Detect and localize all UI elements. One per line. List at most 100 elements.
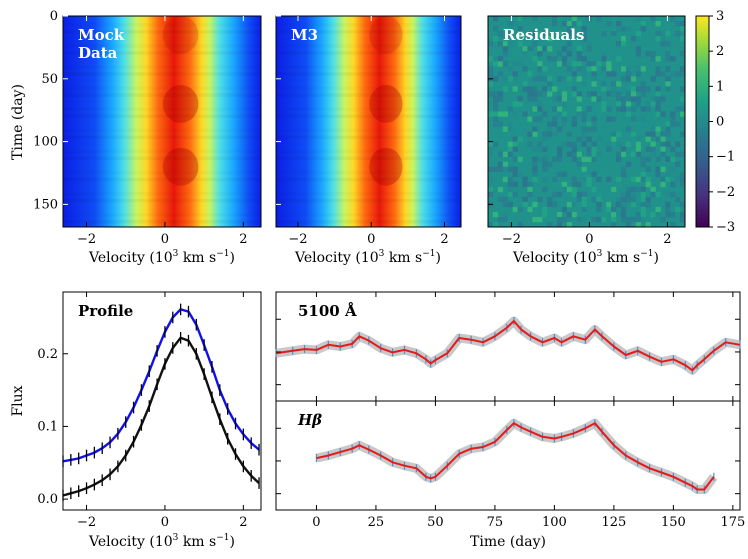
residual-cell bbox=[522, 111, 528, 117]
residual-cell bbox=[517, 136, 523, 142]
residual-cell bbox=[532, 106, 538, 112]
residual-cell bbox=[655, 136, 661, 142]
residual-cell bbox=[552, 146, 558, 152]
residual-cell bbox=[670, 156, 676, 162]
residual-cell bbox=[561, 206, 568, 213]
residual-cell bbox=[665, 126, 671, 132]
residual-cell bbox=[620, 36, 627, 42]
heatmap-band-8 bbox=[276, 72, 461, 76]
heatmap-core-0 bbox=[162, 15, 199, 54]
residual-cell bbox=[517, 41, 523, 47]
residual-cell bbox=[606, 21, 612, 27]
residual-cell bbox=[630, 151, 637, 157]
residual-cell bbox=[620, 201, 627, 208]
residual-cell bbox=[630, 131, 637, 137]
residual-cell bbox=[640, 161, 646, 168]
residual-cell bbox=[665, 171, 671, 178]
residual-cell bbox=[625, 221, 632, 228]
xtick-label-time-7: 175 bbox=[720, 515, 745, 530]
heatmap-band-19 bbox=[63, 150, 261, 154]
residual-cell bbox=[566, 221, 573, 228]
residual-cell bbox=[566, 81, 573, 87]
residual-cell bbox=[512, 51, 518, 57]
residual-cell bbox=[670, 71, 676, 77]
residual-cell bbox=[596, 151, 602, 157]
residual-cell bbox=[591, 171, 597, 178]
residual-cell bbox=[561, 101, 568, 107]
residual-cell bbox=[488, 91, 494, 97]
residual-cell bbox=[581, 176, 587, 183]
residual-cell bbox=[665, 66, 671, 72]
residual-cell bbox=[552, 21, 558, 27]
residual-cell bbox=[537, 196, 543, 203]
heatmap-band-2 bbox=[276, 30, 461, 34]
residual-cell bbox=[665, 26, 671, 32]
residual-cell bbox=[571, 201, 577, 208]
residual-cell bbox=[502, 196, 508, 203]
residual-cell bbox=[586, 156, 592, 162]
residual-cell bbox=[512, 166, 518, 173]
residual-cell bbox=[640, 26, 646, 32]
residual-cell bbox=[492, 26, 499, 32]
residual-cell bbox=[650, 16, 656, 22]
residual-cell bbox=[650, 56, 656, 62]
residual-cell bbox=[616, 196, 622, 203]
residual-cell bbox=[507, 151, 513, 157]
residual-cell bbox=[581, 116, 587, 122]
residual-cell bbox=[542, 156, 548, 162]
residual-cell bbox=[640, 216, 646, 223]
residual-cell bbox=[586, 136, 592, 142]
residual-cell bbox=[591, 211, 597, 218]
residual-cell bbox=[670, 16, 676, 22]
heatmap-band-25 bbox=[276, 192, 461, 196]
residual-cell bbox=[547, 76, 553, 82]
xtick-label-time-5: 125 bbox=[601, 515, 626, 530]
residual-cell bbox=[512, 181, 518, 188]
heatmap-residuals-frame bbox=[487, 15, 686, 228]
residual-cell bbox=[492, 56, 499, 62]
residual-cell bbox=[488, 41, 494, 47]
residual-cell bbox=[566, 121, 573, 127]
residual-cell bbox=[537, 71, 543, 77]
heatmap-model-fill bbox=[276, 16, 461, 227]
residual-cell bbox=[650, 186, 656, 193]
residual-cell bbox=[625, 111, 632, 117]
residual-cell bbox=[532, 41, 538, 47]
residual-cell bbox=[492, 151, 499, 157]
residual-cell bbox=[586, 91, 592, 97]
residual-cell bbox=[527, 86, 533, 92]
residual-cell bbox=[591, 126, 597, 132]
residual-cell bbox=[488, 81, 494, 87]
residual-cell bbox=[620, 76, 627, 82]
residual-cell bbox=[670, 146, 676, 152]
residual-cell bbox=[532, 161, 538, 168]
residual-cell bbox=[556, 151, 563, 157]
residual-cell bbox=[655, 171, 661, 178]
heatmap-band-2 bbox=[63, 30, 261, 34]
xtick-label-heatmap-0-0: −2 bbox=[77, 232, 96, 247]
residual-cell bbox=[591, 71, 597, 77]
residual-cell bbox=[571, 151, 577, 157]
residual-cell bbox=[635, 86, 641, 92]
residual-cell bbox=[492, 166, 499, 173]
residual-cell bbox=[566, 211, 573, 218]
residual-cell bbox=[581, 216, 587, 223]
residual-cell bbox=[635, 71, 641, 77]
residual-cell bbox=[581, 206, 587, 213]
residual-cell bbox=[547, 86, 553, 92]
residual-cell bbox=[635, 211, 641, 218]
residual-cell bbox=[532, 216, 538, 223]
residual-cell bbox=[552, 106, 558, 112]
residual-cell bbox=[497, 196, 504, 203]
residual-cell bbox=[497, 61, 504, 67]
ytick-label-time-0: 0 bbox=[50, 9, 58, 24]
residual-cell bbox=[547, 56, 553, 62]
residual-cell bbox=[630, 216, 637, 223]
residual-cell bbox=[675, 121, 681, 127]
residual-cell bbox=[576, 91, 582, 97]
residual-cell bbox=[532, 171, 538, 178]
residual-cell bbox=[537, 146, 543, 152]
residual-cell bbox=[497, 166, 504, 173]
residual-cell bbox=[586, 66, 592, 72]
